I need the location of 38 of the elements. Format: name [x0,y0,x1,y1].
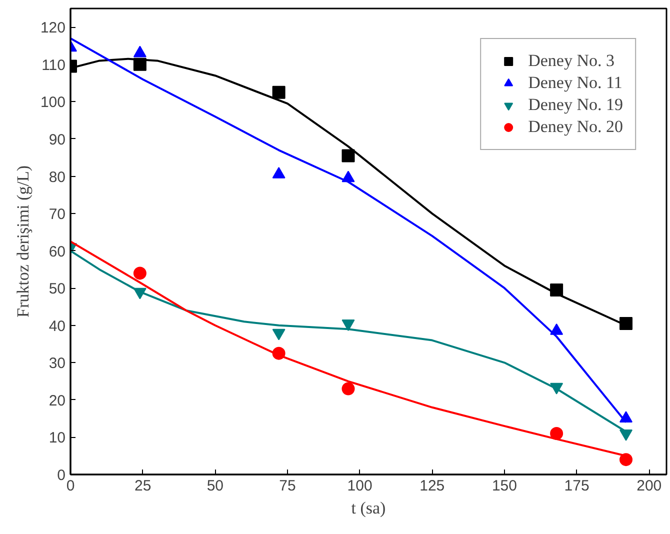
y-axis-title: Fruktoz derişimi (g/L) [13,165,32,318]
y-tick-label: 40 [48,318,66,335]
legend-label: Deney No. 20 [528,117,623,137]
y-tick-label: 70 [48,206,66,224]
point [619,453,632,466]
x-tick-label: 75 [279,478,296,494]
point [133,46,146,58]
y-tick-label: 120 [40,20,66,37]
x-tick-label: 150 [492,478,517,494]
y-tick-label: 80 [48,168,66,186]
x-tick-label: 175 [564,478,590,494]
legend-label: Deney No. 11 [528,73,622,93]
x-tick-label: 100 [347,478,372,494]
point [550,427,564,440]
point [619,317,632,330]
point [342,382,355,396]
x-tick-label: 200 [636,478,662,494]
point [342,149,355,162]
point [272,166,286,178]
x-tick-label: 50 [206,478,224,494]
x-axis-title: t (sa) [351,498,386,518]
point [272,86,286,99]
x-tick-label: 125 [420,478,445,494]
legend-label: Deney No. 19 [528,95,623,115]
y-tick-label: 30 [48,355,66,372]
y-tick-label: 90 [48,131,66,148]
point [133,266,146,280]
y-tick-label: 50 [48,280,66,298]
y-tick-label: 0 [57,467,66,484]
point [619,430,632,441]
y-tick-label: 60 [48,243,66,260]
y-tick-label: 110 [42,56,66,74]
y-tick-label: 100 [40,94,66,112]
x-tick-label: 25 [134,478,152,494]
y-tick-label: 10 [48,430,66,447]
point [272,328,286,340]
legend-label: Deney No. 3 [528,51,614,71]
y-tick-label: 20 [48,392,66,410]
